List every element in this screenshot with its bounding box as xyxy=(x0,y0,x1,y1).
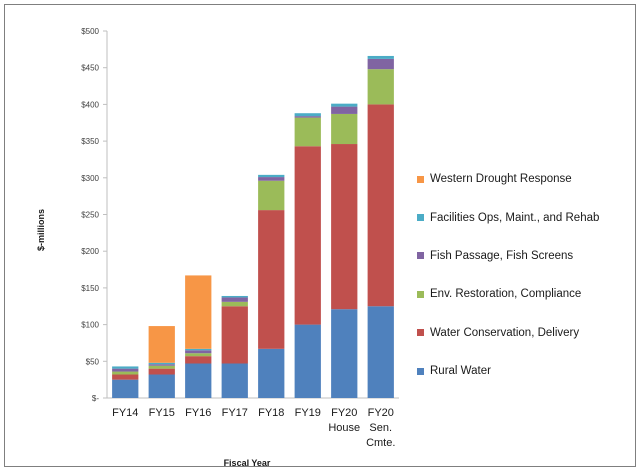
legend-item: Facilities Ops, Maint., and Rehab xyxy=(417,198,639,236)
bar-segment xyxy=(185,363,212,398)
y-tick-label: $350 xyxy=(81,137,99,146)
x-tick-label: FY20 xyxy=(331,407,357,419)
legend-label: Facilities Ops, Maint., and Rehab xyxy=(430,211,600,224)
y-tick-label: $450 xyxy=(81,64,99,73)
legend-swatch xyxy=(417,290,424,298)
y-tick-label: $150 xyxy=(81,284,99,293)
y-axis-title: $-millions xyxy=(36,209,46,251)
bar-segment xyxy=(331,113,358,145)
y-tick-label: $250 xyxy=(81,211,99,220)
x-tick-label: Cmte. xyxy=(366,437,395,449)
y-tick-label: $400 xyxy=(81,100,99,109)
bar-segment xyxy=(221,363,248,398)
legend: Western Drought Response Facilities Ops, … xyxy=(417,160,639,390)
legend-label: Rural Water xyxy=(430,365,491,378)
x-tick-label: FY16 xyxy=(185,407,211,419)
bar-segment xyxy=(294,113,321,117)
bar-segment xyxy=(112,379,139,398)
y-tick-label: $300 xyxy=(81,174,99,183)
x-tick-label: House xyxy=(328,422,360,434)
legend-label: Fish Passage, Fish Screens xyxy=(430,249,574,262)
legend-swatch xyxy=(417,252,424,260)
x-tick-label: FY15 xyxy=(149,407,175,419)
legend-label: Water Conservation, Delivery xyxy=(430,326,580,339)
bar-segment xyxy=(221,295,248,298)
x-tick-label: FY18 xyxy=(258,407,284,419)
bars xyxy=(112,55,394,398)
bar-segment xyxy=(148,365,175,369)
bar-segment xyxy=(112,366,139,369)
bar-segment xyxy=(112,371,139,375)
legend-label: Western Drought Response xyxy=(430,173,572,186)
bar-segment xyxy=(331,106,358,114)
bar-segment xyxy=(367,306,394,398)
bar-segment xyxy=(331,144,358,310)
bar-segment xyxy=(148,374,175,398)
legend-item: Western Drought Response xyxy=(417,160,639,198)
bar-segment xyxy=(221,306,248,364)
bar-segment xyxy=(148,368,175,375)
x-axis-title: Fiscal Year xyxy=(224,458,271,468)
bar-segment xyxy=(221,297,248,302)
bar-segment xyxy=(112,374,139,380)
bar-segment xyxy=(258,177,285,181)
bar-segment xyxy=(148,362,175,365)
bar-segment xyxy=(148,326,175,363)
bar-segment xyxy=(258,348,285,398)
bar-segment xyxy=(185,356,212,364)
legend-swatch xyxy=(417,329,424,337)
bar-segment xyxy=(258,210,285,349)
bar-segment xyxy=(294,116,321,118)
y-tick-label: $50 xyxy=(86,357,100,366)
bar-segment xyxy=(221,301,248,307)
legend-item: Rural Water xyxy=(417,352,639,390)
legend-swatch xyxy=(417,175,424,183)
bar-segment xyxy=(331,103,358,107)
bar-segment xyxy=(258,180,285,211)
x-tick-label: FY14 xyxy=(112,407,138,419)
x-tick-label: FY19 xyxy=(295,407,321,419)
bar-segment xyxy=(367,104,394,307)
x-tick-labels: FY14 FY15 FY16 FY17 FY18 FY19 FY20 House FY20 Sen… xyxy=(112,407,395,449)
y-tick-label: $200 xyxy=(81,247,99,256)
x-tick-label: FY20 xyxy=(368,407,394,419)
x-tick-label: Sen. xyxy=(369,422,392,434)
y-tick-label: $- xyxy=(92,394,99,403)
bar-segment xyxy=(185,353,212,357)
bar-segment xyxy=(367,69,394,105)
bar-segment xyxy=(294,117,321,147)
bar-segment xyxy=(294,146,321,325)
bar-segment xyxy=(185,348,212,351)
bar-segment xyxy=(331,309,358,398)
bar-segment xyxy=(367,58,394,70)
bar-segment xyxy=(185,350,212,354)
legend-item: Fish Passage, Fish Screens xyxy=(417,237,639,275)
legend-swatch xyxy=(417,367,424,375)
y-tick-label: $500 xyxy=(81,27,99,36)
bar-segment xyxy=(148,364,175,366)
legend-item: Water Conservation, Delivery xyxy=(417,314,639,352)
bar-segment xyxy=(367,55,394,59)
bar-segment xyxy=(112,368,139,372)
y-tick-label: $100 xyxy=(81,321,99,330)
legend-item: Env. Restoration, Compliance xyxy=(417,275,639,313)
legend-label: Env. Restoration, Compliance xyxy=(430,288,582,301)
x-tick-label: FY17 xyxy=(222,407,248,419)
bar-segment xyxy=(294,324,321,398)
legend-swatch xyxy=(417,214,424,222)
bar-segment xyxy=(258,174,285,178)
bar-segment xyxy=(185,275,212,349)
